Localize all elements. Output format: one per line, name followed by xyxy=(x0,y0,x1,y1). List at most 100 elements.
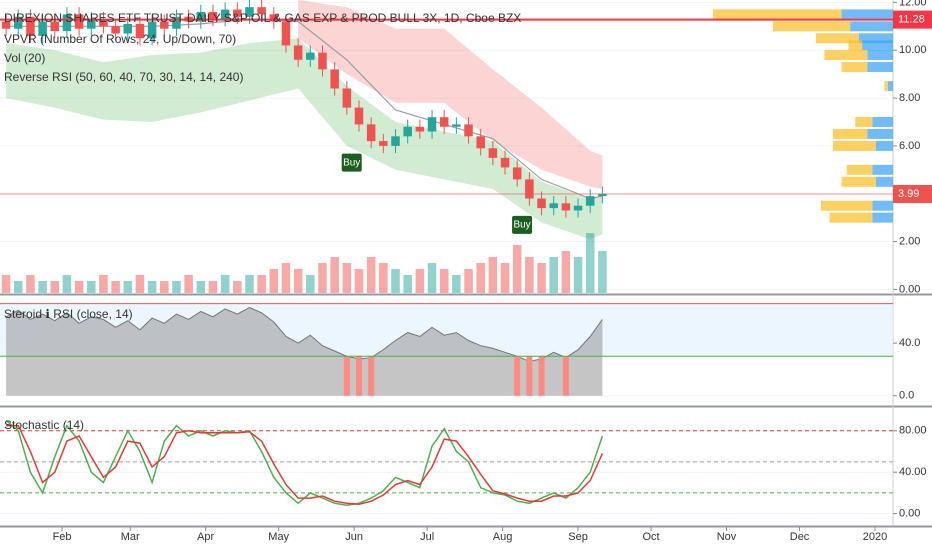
volume-bar xyxy=(573,257,583,293)
candle-body xyxy=(135,23,145,39)
candle-body xyxy=(561,203,571,211)
candle-body xyxy=(427,117,437,132)
volume-bar xyxy=(233,281,242,293)
rsi-alert xyxy=(356,356,363,396)
x-tick-label: Jul xyxy=(420,531,434,543)
candle-body xyxy=(512,167,522,180)
x-tick-label: Dec xyxy=(790,531,810,543)
candle-body xyxy=(233,9,242,17)
vpvr-down xyxy=(841,176,876,187)
x-tick-label: Mar xyxy=(121,531,140,543)
y-tick-label: 6.00 xyxy=(899,140,920,152)
band xyxy=(298,0,603,189)
candle-body xyxy=(354,107,364,125)
candle-body xyxy=(476,136,485,149)
y-tick-label: 80.00 xyxy=(899,425,927,437)
volume-bar xyxy=(13,281,23,293)
legend-entry: Reverse RSI (50, 60, 40, 70, 30, 14, 14,… xyxy=(4,70,243,84)
y-tick-label: 40.0 xyxy=(899,337,920,349)
vpvr-down xyxy=(773,21,851,32)
chart-title: DIREXION SHARES ETF TRUST DAILY S&P OIL … xyxy=(4,11,521,25)
rsi-alert xyxy=(538,356,545,396)
volume-bar xyxy=(427,263,437,293)
volume-bar xyxy=(135,275,145,293)
candle-body xyxy=(306,52,315,60)
candle-body xyxy=(379,141,388,146)
volume-bar xyxy=(330,257,339,293)
y-tick-label: 40.00 xyxy=(899,466,927,478)
volume-bar xyxy=(585,233,595,293)
rsi-alert xyxy=(343,356,350,396)
volume-bar xyxy=(281,263,291,293)
volume-bar xyxy=(525,257,534,293)
volume-bar xyxy=(293,269,303,293)
vpvr-down xyxy=(713,9,842,20)
volume-bar xyxy=(366,257,376,293)
rsi-alert xyxy=(368,356,375,396)
vpvr-down xyxy=(884,81,888,92)
volume-bar xyxy=(379,263,388,293)
signal-label: Buy xyxy=(513,219,530,230)
volume-bar xyxy=(245,275,254,293)
x-tick-label: Feb xyxy=(53,531,72,543)
volume-bar xyxy=(598,251,607,293)
candle-body xyxy=(62,14,72,32)
candle-body xyxy=(99,19,108,27)
volume-bar xyxy=(306,275,315,293)
candle-body xyxy=(245,7,254,17)
volume-bar xyxy=(500,263,510,293)
x-tick-label: Nov xyxy=(717,531,737,543)
x-tick-label: Aug xyxy=(493,531,513,543)
y-tick-label: 8.00 xyxy=(899,92,920,104)
vpvr-up xyxy=(862,40,893,51)
volume-bar xyxy=(147,281,157,293)
candle-body xyxy=(50,21,60,32)
volume-bar xyxy=(257,275,266,293)
vpvr-down xyxy=(815,33,859,44)
vpvr-up xyxy=(875,176,893,187)
vpvr-down xyxy=(829,212,873,223)
volume-bar xyxy=(196,281,206,293)
candle-body xyxy=(269,14,279,22)
candle-body xyxy=(13,16,23,29)
y-tick-label: 12.00 xyxy=(899,0,927,8)
rsi-alert xyxy=(514,356,521,396)
volume-bar xyxy=(160,281,169,293)
vpvr-up xyxy=(872,212,893,223)
candle-body xyxy=(330,69,339,89)
vpvr-down xyxy=(841,61,868,72)
volume-bar xyxy=(439,269,449,293)
vpvr-up xyxy=(875,140,893,151)
volume-bar xyxy=(50,281,60,293)
vpvr-up xyxy=(867,61,893,72)
volume-bar xyxy=(549,257,558,293)
candle-body xyxy=(573,205,583,211)
vpvr-up xyxy=(867,128,893,139)
vpvr-up xyxy=(850,21,893,32)
y-tick-label: 10.00 xyxy=(899,44,927,56)
volume-bar xyxy=(476,263,485,293)
moving-average xyxy=(6,18,603,200)
candle-body xyxy=(500,157,510,168)
pane-title: Stochastic (14) xyxy=(4,418,84,432)
candle-body xyxy=(403,126,412,137)
price-label-box xyxy=(893,184,932,203)
y-tick-label: 0.00 xyxy=(899,508,920,520)
vpvr-up xyxy=(858,33,893,44)
volume-bar xyxy=(269,269,279,293)
vpvr-up xyxy=(841,9,893,20)
volume-bar xyxy=(38,281,47,293)
candle-body xyxy=(38,21,47,36)
vpvr-up xyxy=(872,164,893,175)
volume-bar xyxy=(1,275,11,293)
candle-body xyxy=(537,198,546,209)
candle-body xyxy=(220,9,230,20)
rsi-line xyxy=(5,306,603,363)
y-tick-label: 0.00 xyxy=(899,283,920,295)
candle-body xyxy=(293,45,303,60)
x-tick-label: Jun xyxy=(345,531,363,543)
legend-entry: Vol (20) xyxy=(4,51,45,65)
pane-title: Steroid ℹ RSI (close, 14) xyxy=(4,307,133,321)
volume-bar xyxy=(415,269,425,293)
